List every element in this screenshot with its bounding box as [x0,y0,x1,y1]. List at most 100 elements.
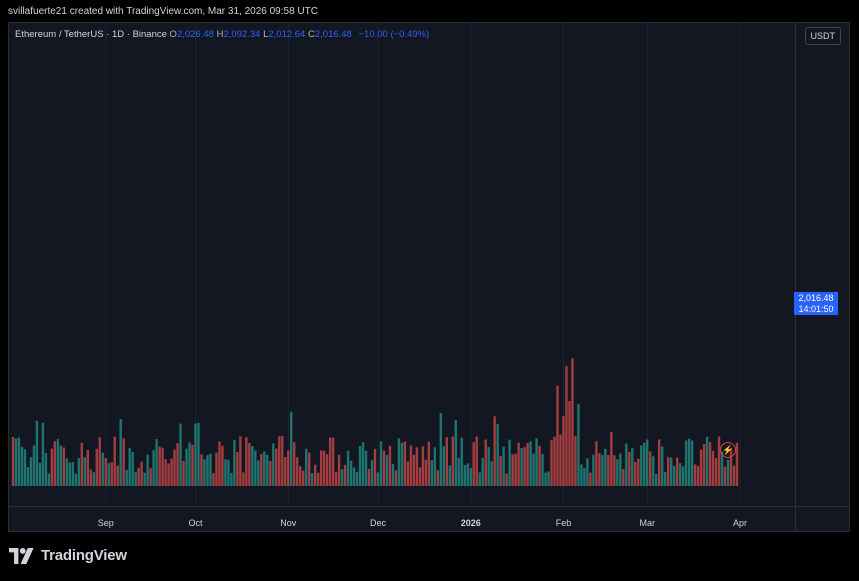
volume-bar [215,452,218,486]
volume-bar [325,454,329,486]
volume-bar [622,469,625,486]
volume-bar [409,445,413,486]
volume-bar [628,451,631,486]
volume-bar [128,448,131,486]
volume-bar [556,385,559,486]
volume-bar [146,454,149,486]
volume-bar [287,450,290,486]
volume-bar [508,439,511,486]
x-tick-label: Sep [98,518,114,528]
volume-bar [206,455,209,486]
volume-bar [281,435,284,486]
volume-bar [735,442,739,486]
volume-bar [56,439,60,486]
volume-bar [355,472,359,486]
currency-button[interactable]: USDT [804,27,841,45]
volume-bar [424,459,428,486]
volume-bar [296,457,299,486]
x-tick-label: Mar [639,518,655,528]
volume-bar [643,442,646,486]
volume-bar [714,457,718,486]
volume-bar [236,452,239,486]
volume-bar [412,454,416,486]
volume-bar [439,413,443,486]
volume-bar [358,446,362,486]
volume-bar [678,463,682,486]
volume-bar [101,452,104,486]
volume-bar [637,458,640,486]
volume-bar [74,473,78,486]
volume-bar [547,471,550,486]
volume-bar [245,437,248,486]
volume-bar [32,445,36,486]
volume-bar [538,445,541,486]
volume-bar [619,453,622,486]
alert-clock-icon[interactable]: ⚡ [720,442,736,458]
volume-bar [640,445,643,486]
x-tick-label: Feb [556,518,572,528]
volume-bar [469,467,472,486]
brand[interactable]: TradingView [9,547,127,564]
low-label: L [263,29,269,40]
chart-panel[interactable]: 6,000.005,250.004,750.004,150.003,750.00… [8,22,850,532]
volume-bar [394,470,398,486]
volume-bar [562,415,565,486]
volume-bar [62,447,66,486]
volume-bar [568,401,571,486]
price-chart[interactable]: 6,000.005,250.004,750.004,150.003,750.00… [9,23,850,532]
volume-bar [397,438,401,486]
volume-bar [269,461,272,486]
volume-bar [307,452,311,486]
volume-bar [113,436,116,486]
volume-bar [475,436,478,486]
volume-bar [544,472,547,486]
volume-bar [669,457,673,486]
close-value: 2,016.48 [314,29,352,40]
volume-bar [559,434,562,486]
volume-bar [385,454,389,486]
volume-bar [11,437,15,486]
volume-bar [532,453,535,486]
volume-bar [595,441,598,486]
volume-bar [646,439,649,486]
volume-bar [376,472,380,486]
volume-bar [266,454,269,486]
volume-bar [47,473,51,486]
volume-bar [454,420,457,486]
volume-bar [80,442,84,486]
volume-bar [517,442,520,486]
volume-bar [655,473,658,486]
volume-bar [179,423,182,486]
volume-bar [520,448,523,486]
volume-bar [313,464,317,486]
volume-bar [484,439,487,486]
volume-bar [723,466,727,486]
volume-bar [242,472,245,486]
volume-bar [233,440,236,486]
volume-bar [239,436,242,486]
volume-bar [658,439,661,486]
volume-bar [257,460,260,486]
volume-bar [583,468,586,486]
volume-bar [260,454,263,486]
volume-bar [53,441,57,486]
volume-bar [119,419,122,486]
volume-bar [571,358,574,486]
volume-bar [705,436,709,486]
volume-bar [68,462,72,486]
volume-bar [490,461,493,486]
volume-bar [661,446,664,486]
volume-bar [337,454,341,486]
volume-bar [346,450,350,486]
volume-bar [379,441,383,486]
volume-bar [301,470,305,486]
volume-bar [278,436,281,486]
last-price-badge: 2,016.48 14:01:50 [794,292,838,315]
volume-bar [41,422,45,486]
volume-bar [173,449,176,486]
volume-bar [370,460,374,486]
symbol-name[interactable]: Ethereum / TetherUS · 1D · Binance [15,29,167,40]
volume-bar [224,459,227,486]
volume-bar [143,472,146,486]
volume-bar [149,468,152,486]
